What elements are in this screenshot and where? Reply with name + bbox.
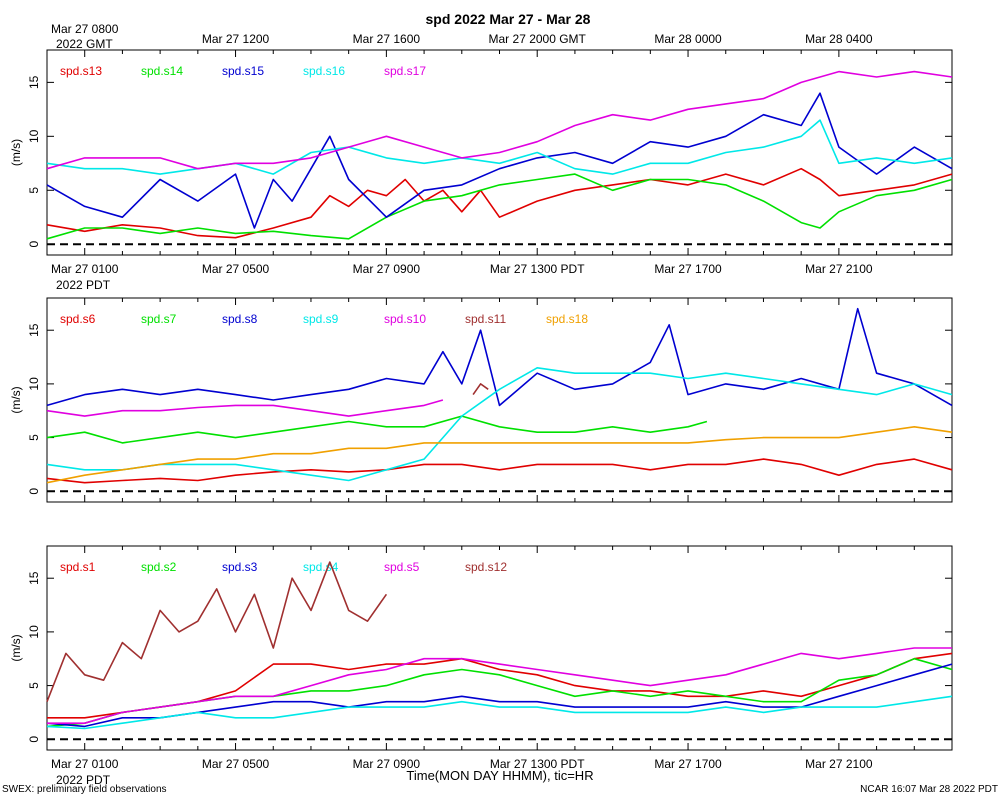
y-tick-label: 15 bbox=[27, 323, 41, 337]
y-tick-label: 5 bbox=[27, 434, 41, 441]
plot-frame bbox=[46, 545, 953, 751]
pdt-tick-label: Mar 27 0500 bbox=[202, 757, 270, 771]
pdt-tick-label: Mar 27 1300 PDT bbox=[490, 262, 585, 276]
legend-spd-s6: spd.s6 bbox=[60, 312, 96, 326]
pdt-tick-label: Mar 27 2100 bbox=[805, 757, 873, 771]
pdt-tick-label: Mar 27 0100 bbox=[51, 757, 119, 771]
series-line-spd-s4 bbox=[46, 695, 953, 730]
y-axis-label: (m/s) bbox=[9, 386, 23, 413]
gmt-year-label: 2022 GMT bbox=[56, 37, 113, 51]
y-tick-label: 5 bbox=[27, 187, 41, 194]
pdt-tick-label: Mar 27 0100 bbox=[51, 262, 119, 276]
series-line-spd-s10 bbox=[46, 399, 444, 417]
y-tick-label: 10 bbox=[27, 625, 41, 639]
y-tick-label: 0 bbox=[27, 488, 41, 495]
y-tick-label: 15 bbox=[27, 571, 41, 585]
gmt-tick-label: Mar 27 0800 bbox=[51, 22, 119, 36]
gmt-tick-label: Mar 27 1200 bbox=[202, 32, 270, 46]
gmt-tick-label: Mar 28 0000 bbox=[654, 32, 722, 46]
pdt-tick-label: Mar 27 0500 bbox=[202, 262, 270, 276]
footer-right-note: NCAR 16:07 Mar 28 2022 PDT bbox=[860, 784, 998, 795]
legend-spd-s3: spd.s3 bbox=[222, 560, 258, 574]
legend-spd-s9: spd.s9 bbox=[303, 312, 339, 326]
series-line-spd-s6 bbox=[46, 458, 953, 484]
y-axis-label: (m/s) bbox=[9, 139, 23, 166]
figure-title: spd 2022 Mar 27 - Mar 28 bbox=[426, 11, 591, 27]
legend-spd-s16: spd.s16 bbox=[303, 64, 345, 78]
series-line-spd-s3 bbox=[46, 663, 953, 728]
pdt-year-label: 2022 PDT bbox=[56, 278, 111, 292]
legend-spd-s15: spd.s15 bbox=[222, 64, 264, 78]
legend-spd-s5: spd.s5 bbox=[384, 560, 420, 574]
legend-spd-s14: spd.s14 bbox=[141, 64, 183, 78]
plot-frame bbox=[46, 297, 953, 503]
legend-spd-s18: spd.s18 bbox=[546, 312, 588, 326]
series-line-spd-s14 bbox=[46, 173, 953, 240]
pdt-year-label: 2022 PDT bbox=[56, 773, 111, 787]
gmt-tick-label: Mar 28 0400 bbox=[805, 32, 873, 46]
pdt-tick-label: Mar 27 0900 bbox=[353, 757, 421, 771]
series-line-spd-s17 bbox=[46, 70, 953, 170]
pdt-tick-label: Mar 27 2100 bbox=[805, 262, 873, 276]
series-line-spd-s13 bbox=[46, 167, 953, 239]
series-line-spd-s16 bbox=[46, 119, 953, 175]
series-line-spd-s12 bbox=[46, 561, 388, 702]
legend-spd-s17: spd.s17 bbox=[384, 64, 426, 78]
series-line-spd-s15 bbox=[46, 92, 953, 229]
legend-spd-s8: spd.s8 bbox=[222, 312, 258, 326]
pdt-tick-label: Mar 27 1300 PDT bbox=[490, 757, 585, 771]
legend-spd-s10: spd.s10 bbox=[384, 312, 426, 326]
series-line-spd-s1 bbox=[47, 652, 953, 719]
series-line-spd-s9 bbox=[46, 366, 953, 482]
pdt-tick-label: Mar 27 0900 bbox=[353, 262, 421, 276]
legend-spd-s12: spd.s12 bbox=[465, 560, 507, 574]
gmt-tick-label: Mar 27 2000 GMT bbox=[489, 32, 587, 46]
series-line-spd-s18 bbox=[46, 425, 953, 484]
y-tick-label: 0 bbox=[27, 241, 41, 248]
legend-spd-s1: spd.s1 bbox=[60, 560, 96, 574]
legend-spd-s11: spd.s11 bbox=[465, 312, 506, 326]
y-tick-label: 0 bbox=[27, 736, 41, 743]
legend-spd-s7: spd.s7 bbox=[141, 312, 177, 326]
series-line-spd-s8 bbox=[46, 307, 953, 407]
footer-left-note: SWEX: preliminary field observations bbox=[2, 784, 167, 795]
gmt-tick-label: Mar 27 1600 bbox=[353, 32, 421, 46]
pdt-tick-label: Mar 27 1700 bbox=[654, 262, 722, 276]
series-line-spd-s7 bbox=[46, 415, 708, 444]
series-line-spd-s5 bbox=[47, 647, 952, 725]
y-axis-label: (m/s) bbox=[9, 634, 23, 661]
legend-spd-s2: spd.s2 bbox=[141, 560, 177, 574]
y-tick-label: 15 bbox=[27, 75, 41, 89]
pdt-tick-label: Mar 27 1700 bbox=[654, 757, 722, 771]
legend-spd-s13: spd.s13 bbox=[60, 64, 102, 78]
x-axis-label: Time(MON DAY HHMM), tic=HR bbox=[406, 768, 593, 783]
panel-2: 0 5 10 15 (m/s) spd.s6 spd.s7 spd.s8 spd.s9 spd.s… bbox=[9, 297, 953, 503]
y-tick-label: 10 bbox=[27, 129, 41, 143]
panel-1: 0 5 10 15 (m/s) spd.s13 spd.s14 spd.s15 spd.s16 s… bbox=[9, 22, 953, 292]
y-tick-label: 10 bbox=[27, 377, 41, 391]
series-line-spd-s11 bbox=[472, 383, 489, 396]
y-tick-label: 5 bbox=[27, 682, 41, 689]
